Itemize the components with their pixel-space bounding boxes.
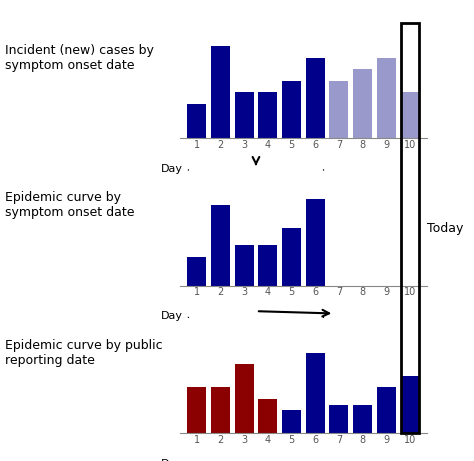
Bar xyxy=(377,58,396,138)
Bar xyxy=(306,58,325,138)
Bar xyxy=(329,81,348,138)
Bar xyxy=(187,104,206,138)
Text: Today: Today xyxy=(427,222,463,235)
Bar xyxy=(282,81,301,138)
Text: Day: Day xyxy=(160,164,182,174)
Bar xyxy=(235,245,254,286)
Text: Epidemic curve by public
reporting date: Epidemic curve by public reporting date xyxy=(5,339,163,366)
Bar xyxy=(353,69,372,138)
Bar xyxy=(258,92,277,138)
Bar xyxy=(258,245,277,286)
Bar xyxy=(235,364,254,433)
Bar xyxy=(211,387,230,433)
Bar xyxy=(211,205,230,286)
Bar xyxy=(401,92,419,138)
Bar xyxy=(329,405,348,433)
Bar xyxy=(282,410,301,433)
Text: Incident (new) cases by
symptom onset date: Incident (new) cases by symptom onset da… xyxy=(5,44,154,71)
Text: Day: Day xyxy=(160,459,182,461)
Bar xyxy=(306,199,325,286)
Bar xyxy=(306,353,325,433)
Bar xyxy=(211,46,230,138)
Bar xyxy=(353,405,372,433)
Bar xyxy=(258,399,277,433)
Bar xyxy=(235,92,254,138)
Text: Epidemic curve by
symptom onset date: Epidemic curve by symptom onset date xyxy=(5,191,134,219)
Bar xyxy=(282,228,301,286)
Bar xyxy=(187,257,206,286)
Text: Day: Day xyxy=(160,311,182,321)
Bar xyxy=(401,376,419,433)
Bar xyxy=(377,387,396,433)
Bar xyxy=(187,387,206,433)
